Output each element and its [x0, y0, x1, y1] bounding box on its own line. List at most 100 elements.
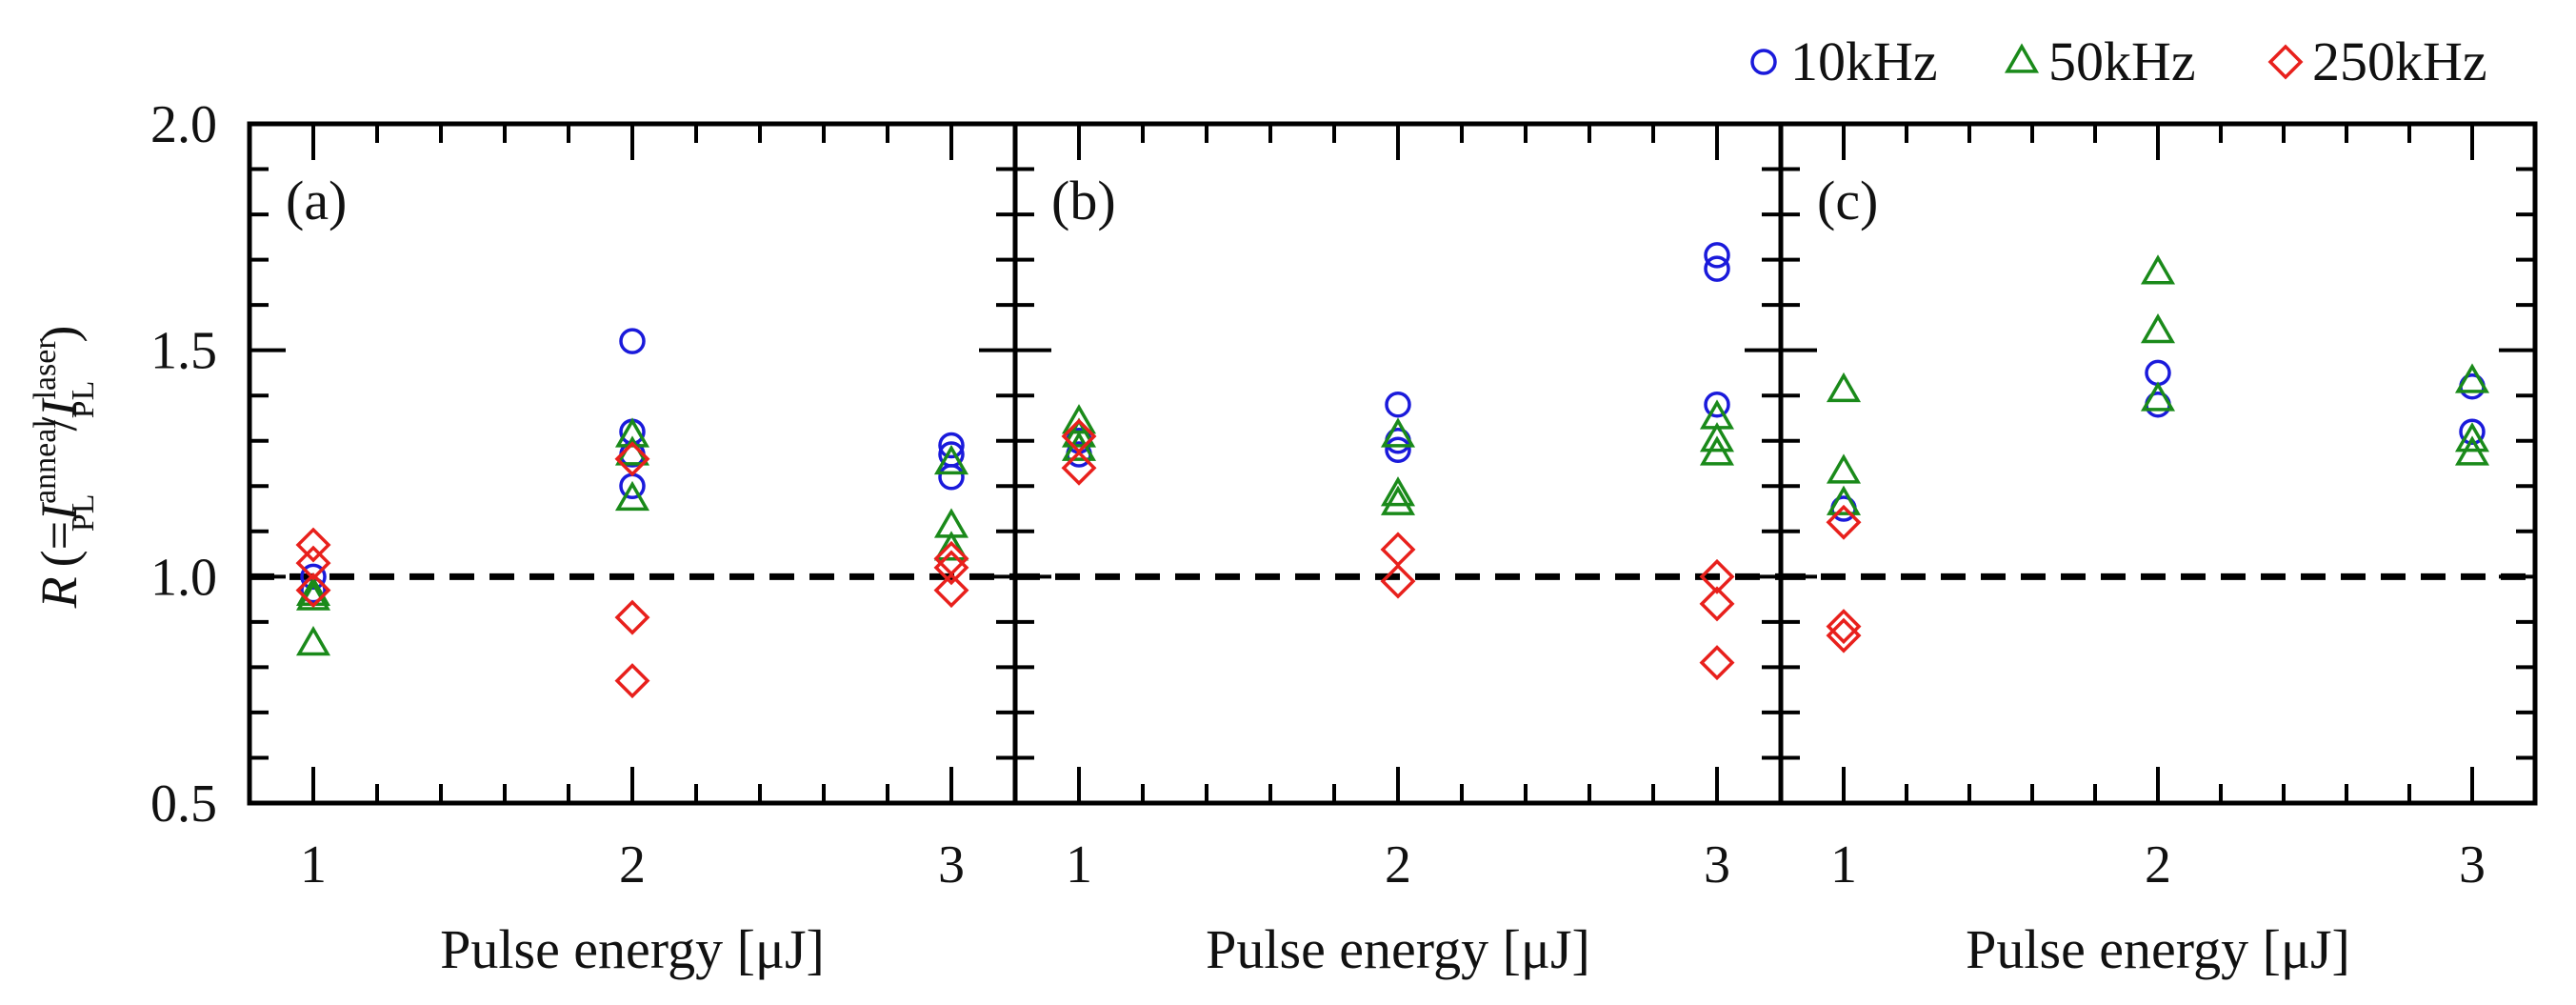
data-point — [2145, 359, 2171, 387]
data-point — [619, 328, 646, 354]
legend-item-250kHz: 250kHz — [2267, 30, 2487, 92]
legend-triangle-icon — [2004, 43, 2040, 73]
legend-label: 250kHz — [2312, 30, 2487, 92]
x-tick-label: 1 — [300, 835, 327, 894]
data-point — [2459, 418, 2486, 445]
data-point — [1826, 504, 1862, 540]
data-point — [295, 545, 331, 581]
y-tick-label: 1.0 — [150, 548, 217, 607]
series-250kHz — [1061, 418, 1735, 681]
series-10kHz — [1066, 242, 1730, 468]
data-point — [1061, 417, 1097, 448]
legend-item-10kHz: 10kHz — [1750, 30, 1938, 92]
data-point — [1380, 476, 1416, 507]
series-250kHz — [1826, 504, 1862, 653]
panel-2: 1 2 3 Pulse energy [μJ] (c) — [1781, 122, 2535, 980]
x-tick-label: 3 — [938, 835, 965, 894]
data-point — [1826, 485, 1862, 515]
data-point — [300, 563, 327, 591]
data-point — [1699, 645, 1735, 681]
legend-diamond-icon — [2267, 44, 2304, 80]
data-point — [295, 626, 331, 656]
data-point — [1704, 242, 1730, 269]
y-tick-label: 0.5 — [150, 774, 217, 834]
ylabel-intensity-2: I — [30, 397, 88, 418]
panels: 1 2 3 Pulse energy [μJ] (a) 1 2 3 Pulse energy [… — [250, 122, 2535, 980]
x-axis-label: Pulse energy [μJ] — [1206, 918, 1590, 980]
legend-item-50kHz: 50kHz — [2004, 30, 2196, 92]
x-tick-label: 3 — [1704, 835, 1730, 894]
data-point — [614, 441, 650, 477]
ylabel-prefix: (= — [30, 521, 88, 567]
ylabel-superscript-laser: laser — [28, 338, 63, 400]
data-point — [1704, 391, 1730, 418]
data-point — [1826, 609, 1862, 645]
data-point — [1826, 617, 1862, 653]
panel-1: 1 2 3 Pulse energy [μJ] (b) — [1015, 122, 1781, 980]
series-250kHz — [295, 441, 969, 699]
data-point — [2140, 254, 2176, 285]
data-point — [1380, 563, 1416, 599]
y-axis-label: R(=IannealPL/IlaserPL) — [28, 326, 101, 610]
panel-0: 1 2 3 Pulse energy [μJ] (a) — [250, 122, 1015, 980]
data-point — [933, 573, 969, 609]
ylabel-subscript-1: PL — [66, 494, 101, 533]
ylabel-subscript-2: PL — [66, 381, 101, 419]
data-point — [933, 550, 969, 586]
ylabel-slash: / — [30, 417, 88, 432]
data-point — [1380, 532, 1416, 568]
data-point — [1699, 558, 1735, 594]
data-point — [614, 480, 650, 512]
panel-frame — [1012, 121, 1784, 806]
legend-label: 10kHz — [1790, 30, 1938, 92]
data-point — [614, 599, 650, 635]
x-tick-label: 3 — [2459, 835, 2486, 894]
x-tick-label: 2 — [2145, 835, 2171, 894]
data-point — [2140, 381, 2176, 412]
legend-circle-icon — [1750, 49, 1777, 75]
x-tick-label: 2 — [619, 835, 646, 894]
data-point — [1826, 453, 1862, 484]
data-point — [1061, 431, 1097, 461]
y-tick-label: 2.0 — [150, 95, 217, 154]
plot-frames — [247, 121, 2538, 806]
data-point — [295, 527, 331, 563]
x-tick-label: 1 — [1066, 835, 1092, 894]
panel-label: (a) — [286, 170, 347, 231]
panel-label: (b) — [1051, 170, 1116, 231]
y-tick-labels: 0.5 1.0 1.5 2.0 — [150, 95, 217, 834]
data-point — [1699, 435, 1735, 466]
y-axis-label-text: R(=IannealPL/IlaserPL) — [28, 326, 101, 610]
panel-label: (c) — [1817, 170, 1878, 231]
series-50kHz — [295, 417, 969, 656]
ylabel-symbol: R — [30, 576, 88, 609]
x-axis-label: Pulse energy [μJ] — [1966, 918, 2350, 980]
data-point — [2454, 422, 2490, 452]
data-point — [295, 573, 331, 609]
ylabel-suffix: ) — [30, 326, 88, 343]
data-point — [1826, 372, 1862, 403]
data-point — [1704, 255, 1730, 282]
data-point — [1699, 586, 1735, 622]
data-point — [2140, 313, 2176, 344]
data-point — [1385, 391, 1411, 418]
legend: 10kHz 50kHz 250kHz — [1750, 30, 2487, 92]
x-tick-label: 1 — [1830, 835, 1857, 894]
x-axis-label: Pulse energy [μJ] — [440, 918, 825, 980]
series-50kHz — [1061, 399, 1735, 515]
data-point — [1699, 422, 1735, 452]
data-point — [1385, 436, 1411, 463]
legend-label: 50kHz — [2048, 30, 2196, 92]
data-point — [2454, 435, 2490, 466]
data-point — [614, 663, 650, 699]
series-50kHz — [1826, 254, 2490, 515]
data-point — [938, 432, 965, 459]
data-point — [938, 464, 965, 491]
data-point — [933, 444, 969, 475]
data-point — [933, 531, 969, 561]
y-tick-label: 1.5 — [150, 322, 217, 381]
ylabel-superscript-anneal: anneal — [28, 419, 63, 504]
panel-frame — [1778, 121, 2538, 806]
data-point — [1061, 450, 1097, 486]
